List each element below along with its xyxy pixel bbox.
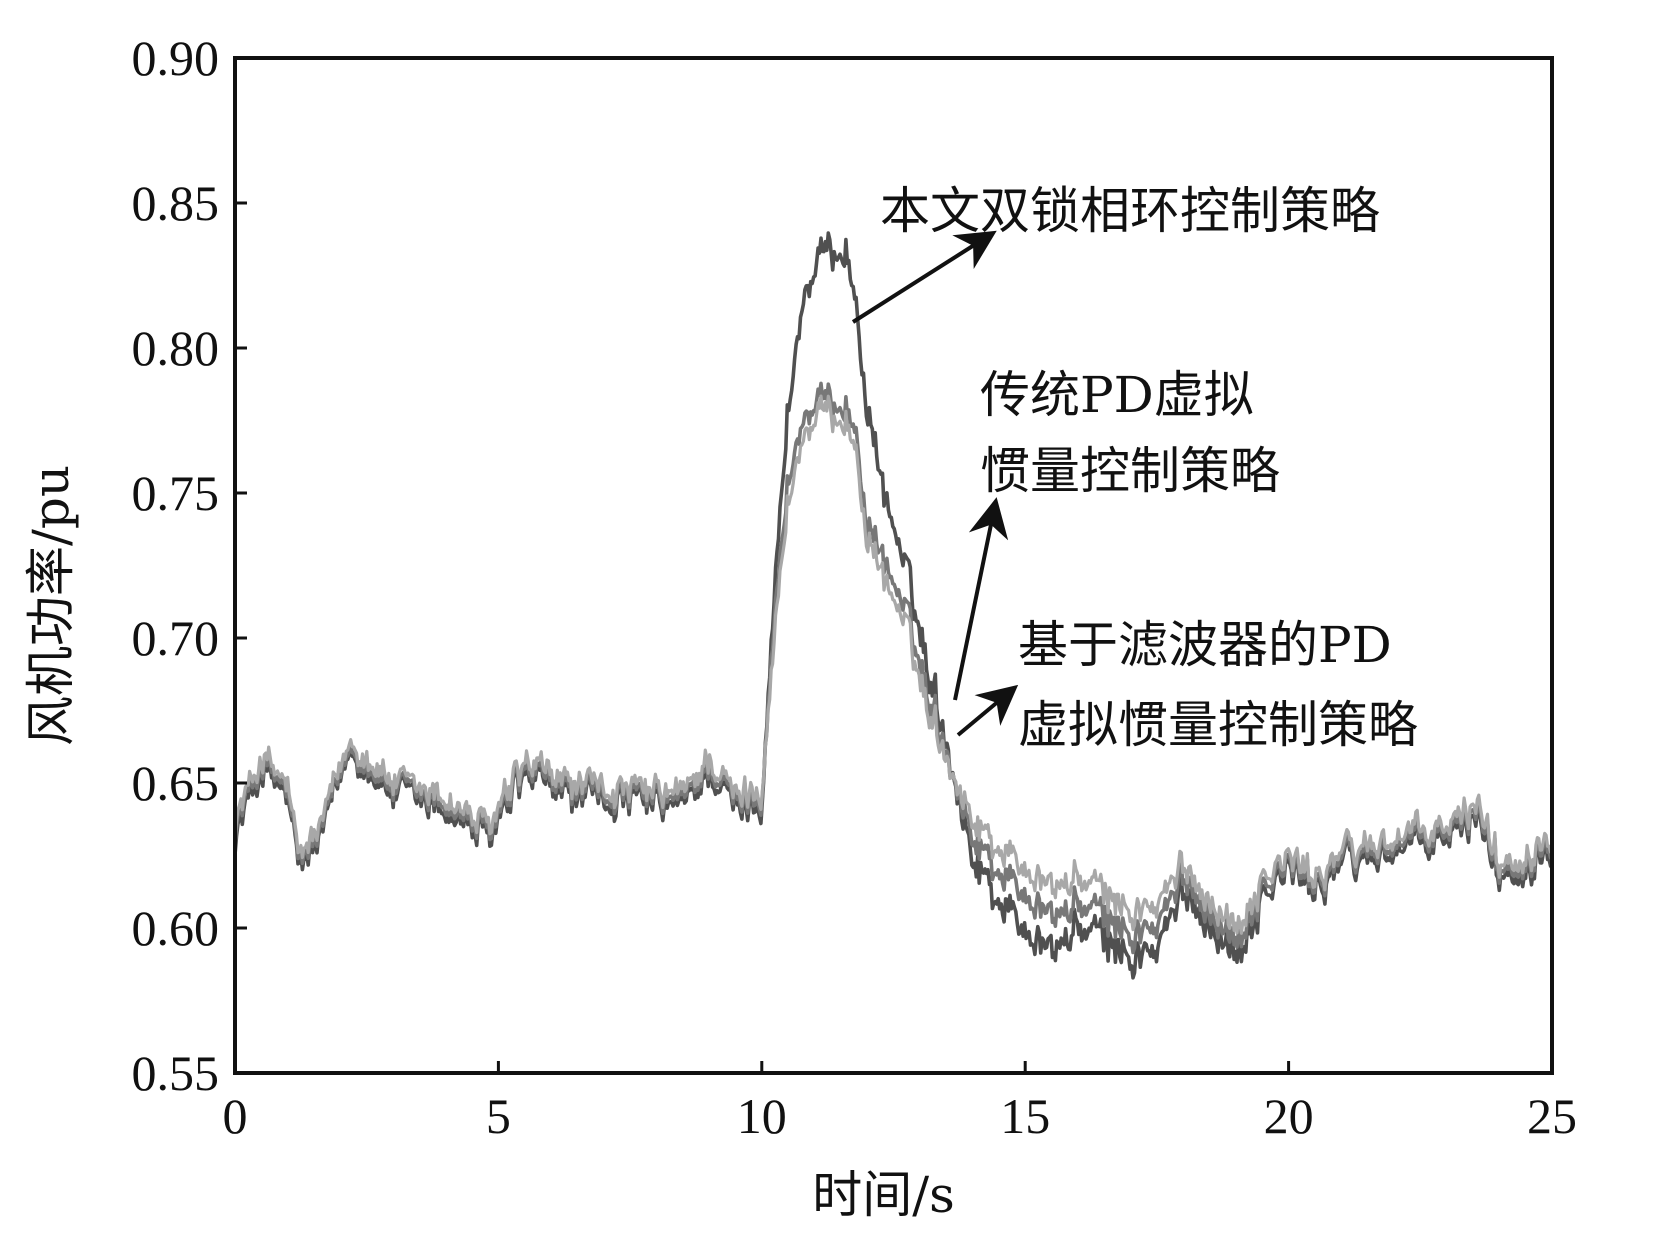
x-tick-label: 0 xyxy=(223,1088,248,1144)
series-line-filter-pd xyxy=(233,394,1554,935)
y-tick-label: 0.55 xyxy=(132,1045,220,1101)
y-tick-label: 0.65 xyxy=(132,755,220,811)
annotation-traditional-pd-label-line1: 传统PD虚拟 xyxy=(980,366,1254,424)
series-layer xyxy=(233,231,1554,980)
y-tick-label: 0.90 xyxy=(132,30,220,86)
annotation-arrow-traditional-pd xyxy=(953,497,1009,701)
y-tick-label: 0.60 xyxy=(132,900,220,956)
x-tick-label: 20 xyxy=(1264,1088,1314,1144)
y-axis-label: 风机功率/pu xyxy=(22,465,80,746)
x-tick-label: 25 xyxy=(1527,1088,1577,1144)
annotation-filter-pd-label-line1: 基于滤波器的PD xyxy=(1018,616,1392,674)
x-axis-label: 时间/s xyxy=(812,1166,955,1224)
annotation-layer: 本文双锁相环控制策略 传统PD虚拟 惯量控制策略 基于滤波器的PD 虚拟惯量控制… xyxy=(851,182,1418,754)
ticks-layer: 0 5 10 15 20 25 0.55 0.60 0.65 0.70 0.75 0.80 0.85 0.… xyxy=(132,30,1578,1144)
plot-frame xyxy=(233,56,1554,1075)
y-tick-label: 0.70 xyxy=(132,610,220,666)
annotation-filter-pd-label-line2: 虚拟惯量控制策略 xyxy=(1018,696,1418,754)
x-tick-label: 10 xyxy=(737,1088,787,1144)
x-tick-label: 5 xyxy=(486,1088,511,1144)
y-tick-label: 0.75 xyxy=(132,465,220,521)
y-tick-label: 0.85 xyxy=(132,175,220,231)
annotation-dual-pll-label: 本文双锁相环控制策略 xyxy=(880,182,1380,240)
annotation-arrow-dual-pll xyxy=(851,230,997,324)
annotation-traditional-pd-label-line2: 惯量控制策略 xyxy=(980,442,1280,500)
x-tick-label: 15 xyxy=(1000,1088,1050,1144)
y-tick-label: 0.80 xyxy=(132,320,220,376)
annotation-arrow-filter-pd xyxy=(956,684,1019,737)
